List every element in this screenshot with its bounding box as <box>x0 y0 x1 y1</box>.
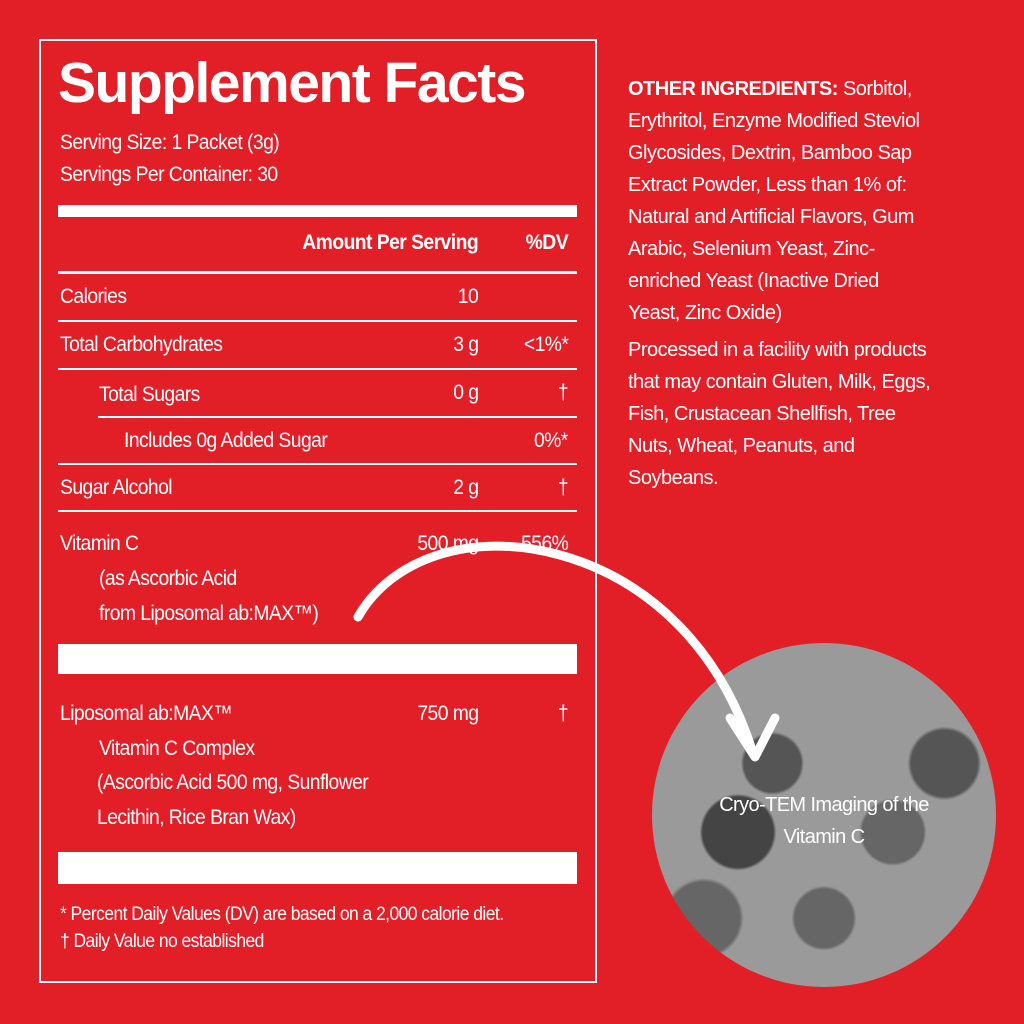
row-name: Total Carbohydrates <box>60 333 223 356</box>
other-ingredients-line: OTHER INGREDIENTS: Sorbitol, <box>628 73 912 105</box>
row-dv: † <box>557 476 569 499</box>
row-name: Includes 0g Added Sugar <box>124 429 328 452</box>
row-dv: 0%* <box>534 429 568 452</box>
row-name: Sugar Alcohol <box>60 476 173 499</box>
row-sub: Vitamin C Complex <box>99 737 255 760</box>
row-dv: † <box>557 702 569 725</box>
row-name: Vitamin C <box>60 532 139 555</box>
row-sub: from Liposomal ab:MAX™) <box>99 602 319 625</box>
allergen-line: Soybeans. <box>628 467 719 489</box>
supplement-facts-panel <box>39 39 597 983</box>
footnote: * Percent Daily Values (DV) are based on… <box>60 904 504 925</box>
row-amount: 3 g <box>452 333 479 356</box>
row-sub: (Ascorbic Acid 500 mg, Sunflower <box>97 771 369 794</box>
divider <box>58 271 577 274</box>
row-name: Liposomal ab:MAX™ <box>60 702 233 725</box>
other-ingredients-line: Yeast, Zinc Oxide) <box>628 302 782 324</box>
divider <box>58 510 577 512</box>
divider-thick <box>58 644 577 674</box>
image-caption: Cryo-TEM Imaging of the <box>719 794 929 816</box>
page-title: Supplement Facts <box>58 51 526 115</box>
footnote: † Daily Value no established <box>60 931 264 952</box>
image-caption: Vitamin C <box>783 826 866 848</box>
row-sub: (as Ascorbic Acid <box>99 567 237 590</box>
other-ingredients-text: Sorbitol, <box>837 78 912 100</box>
row-dv: † <box>557 381 569 404</box>
servings-per-container: Servings Per Container: 30 <box>60 163 278 186</box>
allergen-line: that may contain Gluten, Milk, Eggs, <box>628 371 931 393</box>
row-name: Calories <box>60 285 127 308</box>
other-ingredients-line: Natural and Artificial Flavors, Gum <box>628 206 914 228</box>
other-ingredients-line: Arabic, Selenium Yeast, Zinc- <box>628 238 875 260</box>
cryo-tem-image: Cryo-TEM Imaging of the Vitamin C <box>652 643 996 987</box>
serving-size: Serving Size: 1 Packet (3g) <box>60 131 280 154</box>
divider <box>98 416 577 418</box>
row-amount: 750 mg <box>416 702 479 725</box>
row-dv: <1%* <box>523 333 568 356</box>
other-ingredients-line: Glycosides, Dextrin, Bamboo Sap <box>628 142 912 164</box>
dv-header: %DV <box>525 231 569 254</box>
divider <box>58 368 577 370</box>
row-amount: 2 g <box>452 476 479 499</box>
divider <box>58 463 577 465</box>
divider-thick <box>58 852 577 884</box>
row-amount: 0 g <box>452 381 479 404</box>
other-ingredients-line: Extract Powder, Less than 1% of: <box>628 174 907 196</box>
divider <box>58 320 577 322</box>
allergen-line: Nuts, Wheat, Peanuts, and <box>628 435 855 457</box>
row-sub: Lecithin, Rice Bran Wax) <box>97 806 296 829</box>
other-ingredients-line: enriched Yeast (Inactive Dried <box>628 270 879 292</box>
allergen-line: Processed in a facility with products <box>628 339 927 361</box>
divider-thick <box>58 205 577 217</box>
allergen-line: Fish, Crustacean Shellfish, Tree <box>628 403 896 425</box>
amount-header: Amount Per Serving <box>302 231 478 254</box>
other-ingredients-heading: OTHER INGREDIENTS: <box>628 78 838 100</box>
row-amount: 10 <box>457 285 479 308</box>
row-name: Total Sugars <box>99 383 200 406</box>
other-ingredients-line: Erythritol, Enzyme Modified Steviol <box>628 110 920 132</box>
